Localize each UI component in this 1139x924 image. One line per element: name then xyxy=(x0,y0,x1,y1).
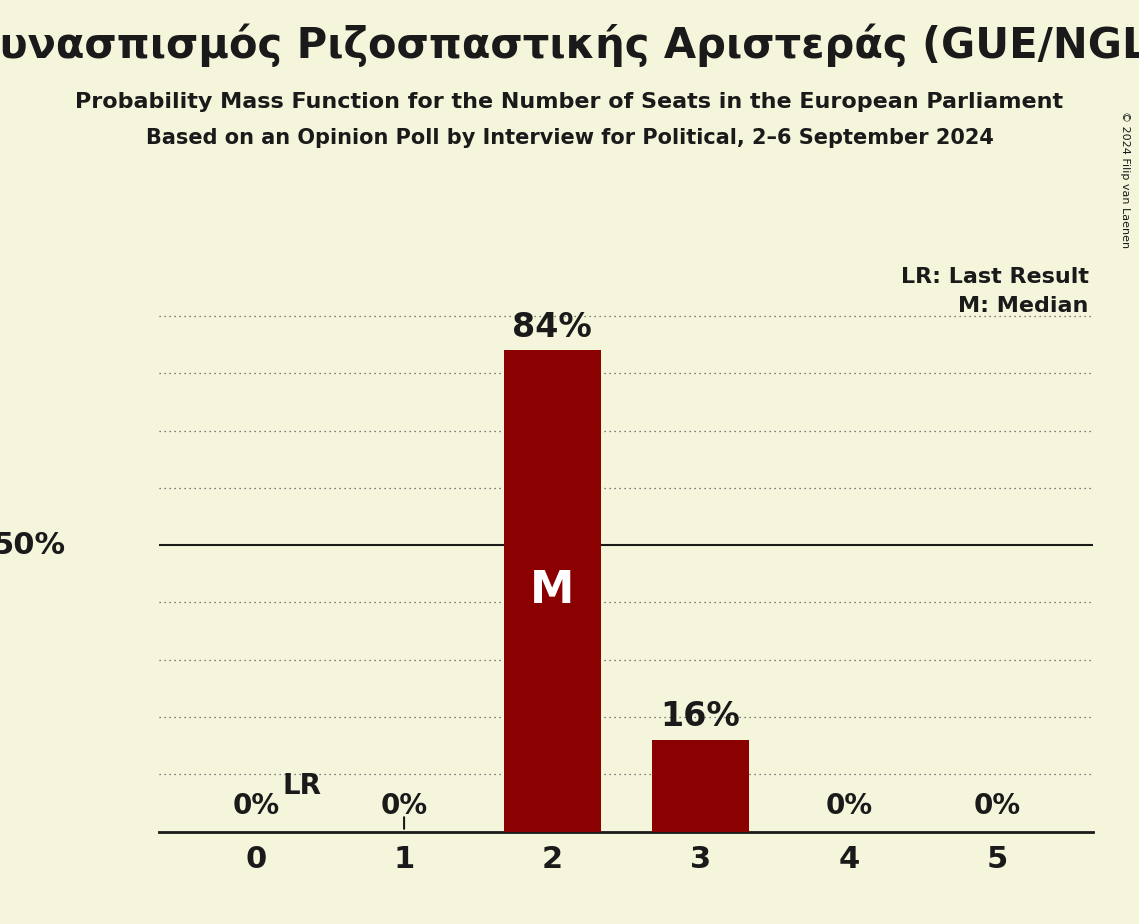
Text: Based on an Opinion Poll by Interview for Political, 2–6 September 2024: Based on an Opinion Poll by Interview fo… xyxy=(146,128,993,148)
Bar xyxy=(505,350,600,832)
Bar xyxy=(653,740,748,832)
Text: Συνασπισμός Ριζοσπαστικής Αριστεράς (GUE/NGL): Συνασπισμός Ριζοσπαστικής Αριστεράς (GUE… xyxy=(0,23,1139,67)
Text: M: M xyxy=(530,569,574,613)
Text: 0%: 0% xyxy=(974,792,1021,821)
Text: 0%: 0% xyxy=(826,792,872,821)
Text: LR: Last Result: LR: Last Result xyxy=(901,267,1089,287)
Text: 0%: 0% xyxy=(380,792,427,821)
Text: 84%: 84% xyxy=(513,310,592,344)
Text: LR: LR xyxy=(282,772,321,800)
Text: 50%: 50% xyxy=(0,530,66,560)
Text: 16%: 16% xyxy=(661,700,740,733)
Text: 0%: 0% xyxy=(232,792,279,821)
Text: © 2024 Filip van Laenen: © 2024 Filip van Laenen xyxy=(1121,111,1130,248)
Text: M: Median: M: Median xyxy=(958,296,1089,316)
Text: Probability Mass Function for the Number of Seats in the European Parliament: Probability Mass Function for the Number… xyxy=(75,92,1064,113)
